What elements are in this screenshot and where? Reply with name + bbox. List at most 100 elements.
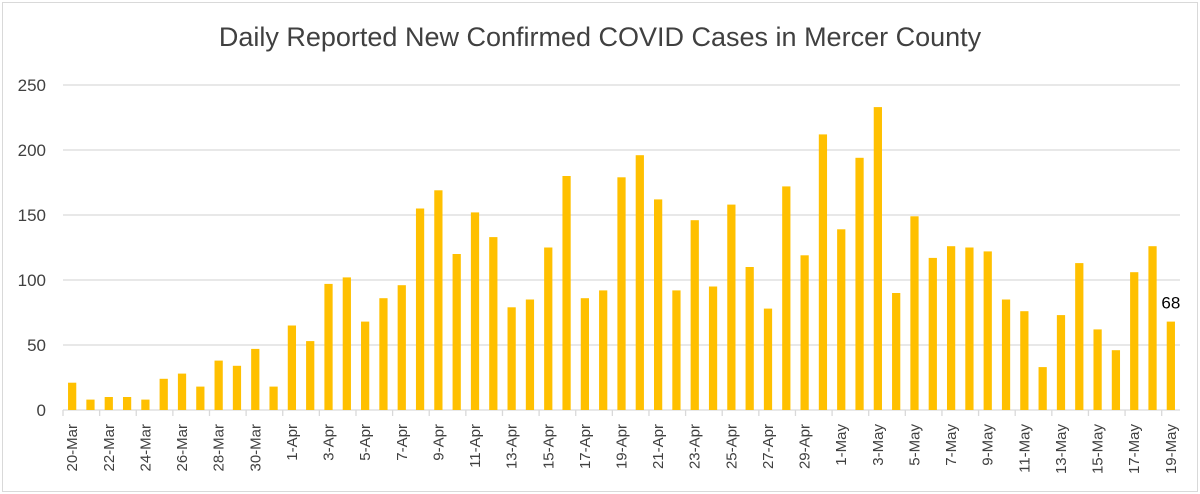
bar [1038, 367, 1047, 410]
x-tick-label: 22-Mar [101, 424, 118, 472]
bar [708, 286, 718, 410]
bar [214, 360, 223, 410]
bar [763, 308, 773, 410]
bar [68, 382, 77, 410]
x-tick-label: 9-May [980, 424, 997, 466]
bar [745, 267, 754, 410]
bar [544, 247, 553, 410]
bar [873, 107, 882, 410]
bar [361, 321, 370, 410]
bar [177, 373, 187, 410]
bar [452, 254, 461, 410]
x-tick-label: 9-Apr [430, 424, 447, 461]
bar [1056, 315, 1066, 410]
bar [122, 397, 132, 410]
bar [104, 397, 113, 410]
x-tick-label: 11-May [1016, 424, 1033, 473]
bar [525, 299, 535, 410]
bar [837, 229, 846, 410]
bar [1001, 299, 1011, 410]
x-tick-label: 23-Apr [687, 424, 704, 469]
bar [196, 386, 205, 410]
y-tick-label: 200 [18, 141, 46, 160]
bar [434, 190, 443, 410]
x-tick-label: 17-Apr [577, 424, 594, 469]
x-tick-label: 5-Apr [357, 424, 374, 461]
chart-title: Daily Reported New Confirmed COVID Cases… [218, 22, 982, 52]
bar [1166, 321, 1175, 410]
x-tick-label: 30-Mar [247, 424, 264, 472]
bar [782, 186, 791, 410]
x-tick-label: 1-Apr [284, 424, 301, 461]
y-tick-label: 0 [37, 401, 46, 420]
x-tick-label: 24-Mar [137, 424, 154, 472]
bar [562, 176, 571, 410]
bar [342, 277, 351, 410]
bar [818, 134, 828, 410]
bar [1020, 311, 1029, 410]
bar [397, 285, 406, 410]
x-tick-label: 19-May [1163, 424, 1180, 475]
bar [251, 348, 260, 410]
x-tick-label: 28-Mar [211, 424, 228, 472]
x-tick-label: 1-May [833, 424, 850, 466]
bar [159, 378, 168, 410]
x-tick-label: 19-Apr [614, 424, 631, 469]
x-tick-label: 15-Apr [540, 424, 557, 469]
y-tick-label: 50 [27, 336, 46, 355]
bar [672, 290, 681, 410]
bar [1148, 246, 1157, 410]
x-tick-label: 3-May [870, 424, 887, 466]
bar [965, 247, 974, 410]
x-tick-label: 27-Apr [760, 424, 777, 469]
bar [379, 298, 388, 410]
bar [580, 298, 589, 410]
bar [727, 204, 736, 410]
x-tick-label: 20-Mar [64, 424, 81, 472]
x-tick-label: 5-May [906, 424, 923, 466]
x-tick-label: 15-May [1090, 424, 1107, 475]
bar [306, 341, 315, 410]
y-tick-label: 100 [18, 271, 46, 290]
bar [415, 208, 425, 410]
x-tick-label: 13-Apr [504, 424, 521, 469]
bar [855, 157, 864, 410]
bar [287, 325, 297, 410]
bar [983, 251, 992, 410]
bar [470, 212, 480, 410]
x-tick-label: 29-Apr [797, 424, 814, 469]
bar [232, 365, 242, 410]
x-tick-label: 7-Apr [394, 424, 411, 461]
x-tick-label: 21-Apr [650, 424, 667, 469]
bar [1130, 272, 1139, 410]
bar [324, 283, 333, 410]
data-label: 68 [1161, 294, 1180, 313]
x-tick-label: 11-Apr [467, 424, 484, 468]
x-tick-label: 25-Apr [723, 424, 740, 469]
bar [86, 399, 95, 410]
bar [928, 257, 937, 410]
bar [1075, 263, 1084, 410]
bar [599, 290, 608, 410]
bar [1111, 350, 1121, 410]
x-tick-label: 7-May [943, 424, 960, 466]
y-tick-label: 150 [18, 206, 46, 225]
y-tick-label: 250 [18, 76, 46, 95]
x-tick-label: 13-May [1053, 424, 1070, 475]
bar [507, 307, 516, 410]
bar [654, 199, 663, 410]
bar [910, 216, 919, 410]
x-tick-label: 17-May [1126, 424, 1143, 475]
bar [141, 399, 150, 410]
x-tick-label: 3-Apr [321, 424, 338, 461]
bar [269, 386, 278, 410]
bar [946, 246, 956, 410]
bar [635, 155, 644, 410]
bar [690, 220, 699, 410]
bar [800, 255, 809, 410]
bar [617, 177, 626, 410]
bar [892, 293, 901, 410]
bar [489, 237, 498, 410]
